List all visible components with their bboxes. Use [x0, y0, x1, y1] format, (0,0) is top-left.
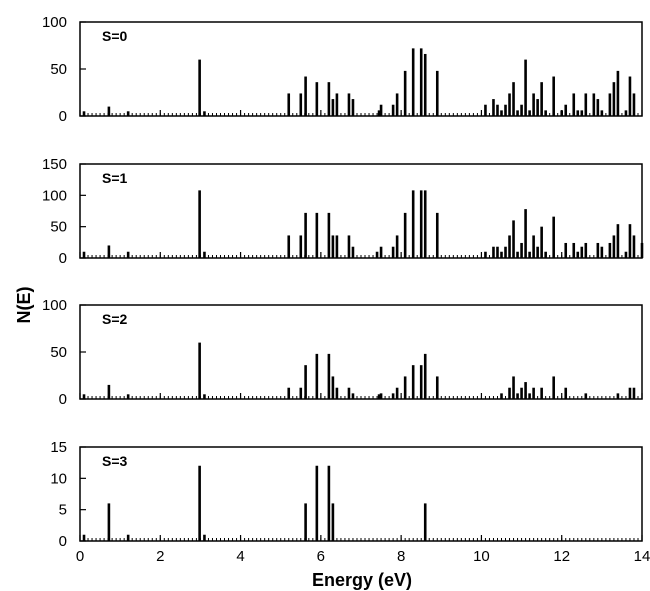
y-tick-label: 10	[50, 470, 67, 487]
y-tick-label: 15	[50, 439, 67, 456]
x-tick-label: 12	[553, 548, 570, 565]
x-tick-label: 2	[156, 548, 164, 565]
panel-0: 0 50 100 S=0	[42, 14, 643, 125]
x-tick-label: 8	[397, 548, 405, 565]
panel-label: S=0	[102, 28, 128, 44]
panel-frame	[79, 304, 643, 400]
y-tick-label: 0	[59, 108, 67, 125]
x-axis-title: Energy (eV)	[312, 570, 412, 590]
panel-label: S=3	[102, 453, 128, 469]
y-tick-label: 0	[59, 533, 67, 550]
x-tick-label: 4	[236, 548, 244, 565]
panel-2: 0 50 100 S=2	[42, 297, 643, 408]
y-tick-label: 100	[42, 14, 67, 31]
y-tick-label: 0	[59, 250, 67, 267]
panel-frame	[79, 163, 643, 259]
y-tick-label: 100	[42, 187, 67, 204]
x-tick-label: 10	[473, 548, 490, 565]
y-tick-label: 150	[42, 156, 67, 173]
y-axis-title: N(E)	[14, 287, 34, 324]
y-tick-label: 50	[50, 344, 67, 361]
panel-3: 0 2 4 6 8 10 12 14 0 5 10 15 S=3	[50, 439, 650, 565]
panel-frame	[79, 21, 643, 117]
panel-frame	[79, 446, 643, 542]
y-tick-label: 50	[50, 61, 67, 78]
y-tick-label: 50	[50, 219, 67, 236]
y-tick-label: 100	[42, 297, 67, 314]
x-tick-label: 0	[76, 548, 84, 565]
y-tick-label: 0	[59, 391, 67, 408]
panel-1: 0 50 100 150 S=1	[42, 156, 644, 267]
y-tick-label: 5	[59, 502, 67, 519]
x-tick-label: 14	[634, 548, 650, 565]
panel-label: S=1	[102, 170, 128, 186]
panel-label: S=2	[102, 311, 128, 327]
x-tick-label: 6	[317, 548, 325, 565]
